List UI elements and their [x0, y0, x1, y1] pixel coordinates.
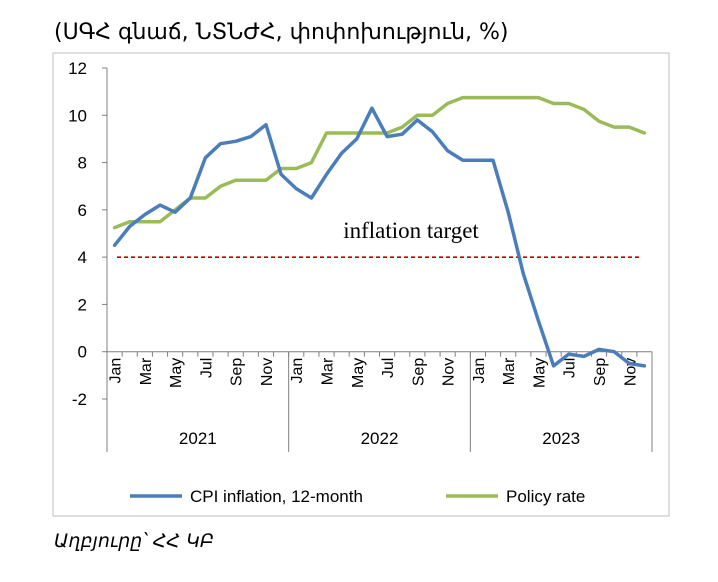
x-tick-label: Sep — [410, 358, 427, 387]
y-tick-label: 2 — [78, 295, 87, 314]
y-tick-label: 4 — [78, 248, 87, 267]
y-tick-label: -2 — [72, 390, 87, 409]
x-tick-label: Mar — [138, 357, 155, 385]
x-year-label: 2021 — [179, 429, 217, 448]
x-tick-label: May — [350, 358, 367, 388]
y-tick-label: 6 — [78, 201, 87, 220]
x-year-label: 2022 — [361, 429, 399, 448]
x-tick-label: Jan — [289, 358, 306, 384]
x-tick-label: May — [531, 358, 548, 388]
cpi-inflation-line — [112, 106, 647, 368]
series-group — [112, 95, 647, 368]
axes: 12 10 8 6 4 2 0 -2 Jan Mar May Jul Sep Nov Jan Mar May Ju… — [68, 59, 653, 452]
x-tick-label: Mar — [320, 357, 337, 385]
x-tick-label: Sep — [592, 358, 609, 387]
y-tick-label: 0 — [78, 343, 87, 362]
source-note: Աղբյուրը՝ ՀՀ ԿԲ — [54, 530, 214, 552]
x-tick-label: Nov — [441, 358, 458, 386]
y-tick-label: 12 — [68, 59, 87, 78]
y-tick-label: 8 — [78, 154, 87, 173]
policy-rate-line — [112, 95, 647, 230]
x-tick-label: Nov — [259, 358, 276, 386]
x-year-label: 2023 — [542, 429, 580, 448]
x-tick-label: Sep — [229, 358, 246, 387]
legend: CPI inflation, 12-month Policy rate — [130, 487, 585, 506]
inflation-target-label: inflation target — [343, 218, 479, 243]
x-tick-label: Jan — [471, 358, 488, 384]
y-tick-label: 10 — [68, 106, 87, 125]
policy-rate-legend-label: Policy rate — [506, 487, 585, 506]
x-tick-label: Mar — [501, 357, 518, 385]
x-tick-label: Jan — [108, 358, 125, 384]
x-tick-label: Jul — [562, 358, 579, 378]
inflation-target-group: inflation target — [117, 218, 641, 258]
x-tick-label: Jul — [198, 358, 215, 378]
chart-title: (ՍԳՀ գնաճ, ՆՏՆԺՀ, փոփոխություն, %) — [54, 20, 509, 45]
cpi-inflation-legend-label: CPI inflation, 12-month — [190, 487, 363, 506]
x-tick-label: May — [168, 358, 185, 388]
x-tick-label: Jul — [380, 358, 397, 378]
